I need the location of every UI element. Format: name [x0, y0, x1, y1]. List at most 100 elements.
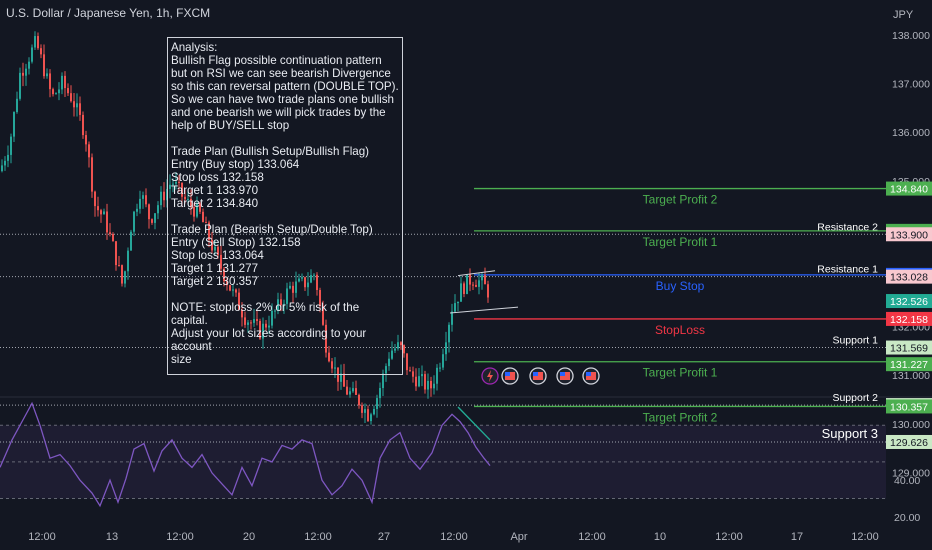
x-tick-label: 12:00 [578, 531, 606, 543]
note-line [171, 288, 399, 301]
candle-body [178, 181, 180, 183]
candle-body [295, 281, 297, 293]
note-line: help of BUY/SELL stop [171, 119, 290, 132]
candle-body [70, 93, 72, 102]
trade-line-label: Target Profit 1 [643, 235, 718, 249]
candle-body [67, 88, 69, 94]
candle-body [466, 274, 468, 294]
trade-line-label: StopLoss [655, 323, 705, 337]
candle-body [169, 184, 171, 189]
symbol-title[interactable]: U.S. Dollar / Japanese Yen, 1h, FXCM [6, 6, 211, 20]
trade-line-label: Target Profit 1 [643, 366, 718, 380]
candle-body [349, 391, 351, 395]
x-tick-label: 13 [106, 531, 118, 543]
candle-body [7, 154, 9, 161]
candle-body [370, 414, 372, 422]
candle-body [352, 388, 354, 392]
candle-body [109, 232, 111, 234]
candle-body [103, 211, 105, 215]
note-line: size [171, 353, 192, 366]
candle-body [52, 89, 54, 95]
x-tick-label: 12:00 [851, 531, 879, 543]
candle-body [184, 196, 186, 200]
candle-body [301, 277, 303, 279]
candle-body [253, 319, 255, 323]
candle-body [436, 367, 438, 384]
candle-body [268, 325, 270, 328]
candle-body [91, 157, 93, 192]
candle-body [43, 54, 45, 77]
currency-label: JPY [893, 9, 914, 21]
candle-body [151, 219, 153, 223]
rsi-y-tick-label: 40.00 [894, 475, 920, 487]
candle-body [148, 204, 150, 220]
flag-canton [560, 372, 565, 376]
candle-body [130, 231, 132, 251]
x-tick-label: 10 [654, 531, 666, 543]
candle-body [454, 303, 456, 312]
candle-body [298, 278, 300, 282]
candle-body [88, 144, 90, 158]
level-label: Support 3 [822, 426, 878, 441]
price-tag [886, 294, 932, 309]
note-line: Target 1 133.970 [171, 184, 259, 197]
price-tag-label: 132.158 [890, 314, 928, 326]
price-tag-label: 131.569 [890, 343, 928, 355]
candle-body [13, 112, 15, 137]
candle-body [235, 289, 237, 293]
candle-body [181, 182, 183, 197]
candle-body [118, 265, 120, 267]
candle-body [358, 394, 360, 406]
price-tag-label: 129.626 [890, 437, 928, 449]
candle-body [133, 211, 135, 232]
candle-body [244, 317, 246, 325]
candle-body [208, 222, 210, 241]
x-tick-label: 12:00 [28, 531, 56, 543]
candle-body [460, 283, 462, 302]
candle-body [325, 324, 327, 353]
candle-body [319, 289, 321, 306]
candle-body [388, 358, 390, 367]
candle-body [484, 275, 486, 285]
rsi-y-tick-label: 20.00 [894, 512, 920, 524]
candle-body [418, 376, 420, 387]
candle-body [406, 353, 408, 371]
candle-body [142, 195, 144, 199]
y-tick-label: 138.000 [892, 30, 930, 42]
candle-body [433, 383, 435, 389]
candle-body [376, 398, 378, 410]
note-line: Target 2 134.840 [171, 197, 259, 210]
candle-body [409, 370, 411, 372]
candle-body [385, 366, 387, 374]
candle-body [361, 405, 363, 413]
candle-body [256, 319, 258, 321]
candle-body [478, 280, 480, 287]
price-tag [886, 434, 932, 449]
candle-body [442, 354, 444, 368]
candle-body [250, 322, 252, 324]
flag-canton [533, 372, 538, 376]
price-tag [886, 311, 932, 326]
candle-body [226, 281, 228, 286]
x-tick-label: 17 [791, 531, 803, 543]
candle-body [193, 207, 195, 217]
candle-body [334, 367, 336, 369]
candle-body [139, 198, 141, 209]
candle-body [1, 165, 3, 172]
candle-body [163, 191, 165, 201]
note-line: Trade Plan (Bearish Setup/Double Top) [171, 223, 373, 236]
candle-body [382, 373, 384, 389]
y-tick-label: 136.000 [892, 127, 930, 139]
candle-body [61, 75, 63, 90]
candle-body [199, 203, 201, 212]
note-line: So we can have two trade plans one bulli… [171, 93, 394, 106]
candle-body [28, 61, 30, 69]
candle-body [424, 374, 426, 390]
x-tick-label: 12:00 [304, 531, 332, 543]
candle-body [34, 36, 36, 48]
candle-body [397, 342, 399, 349]
candle-body [25, 68, 27, 76]
candle-body [31, 47, 33, 62]
flag-canton [505, 372, 510, 376]
